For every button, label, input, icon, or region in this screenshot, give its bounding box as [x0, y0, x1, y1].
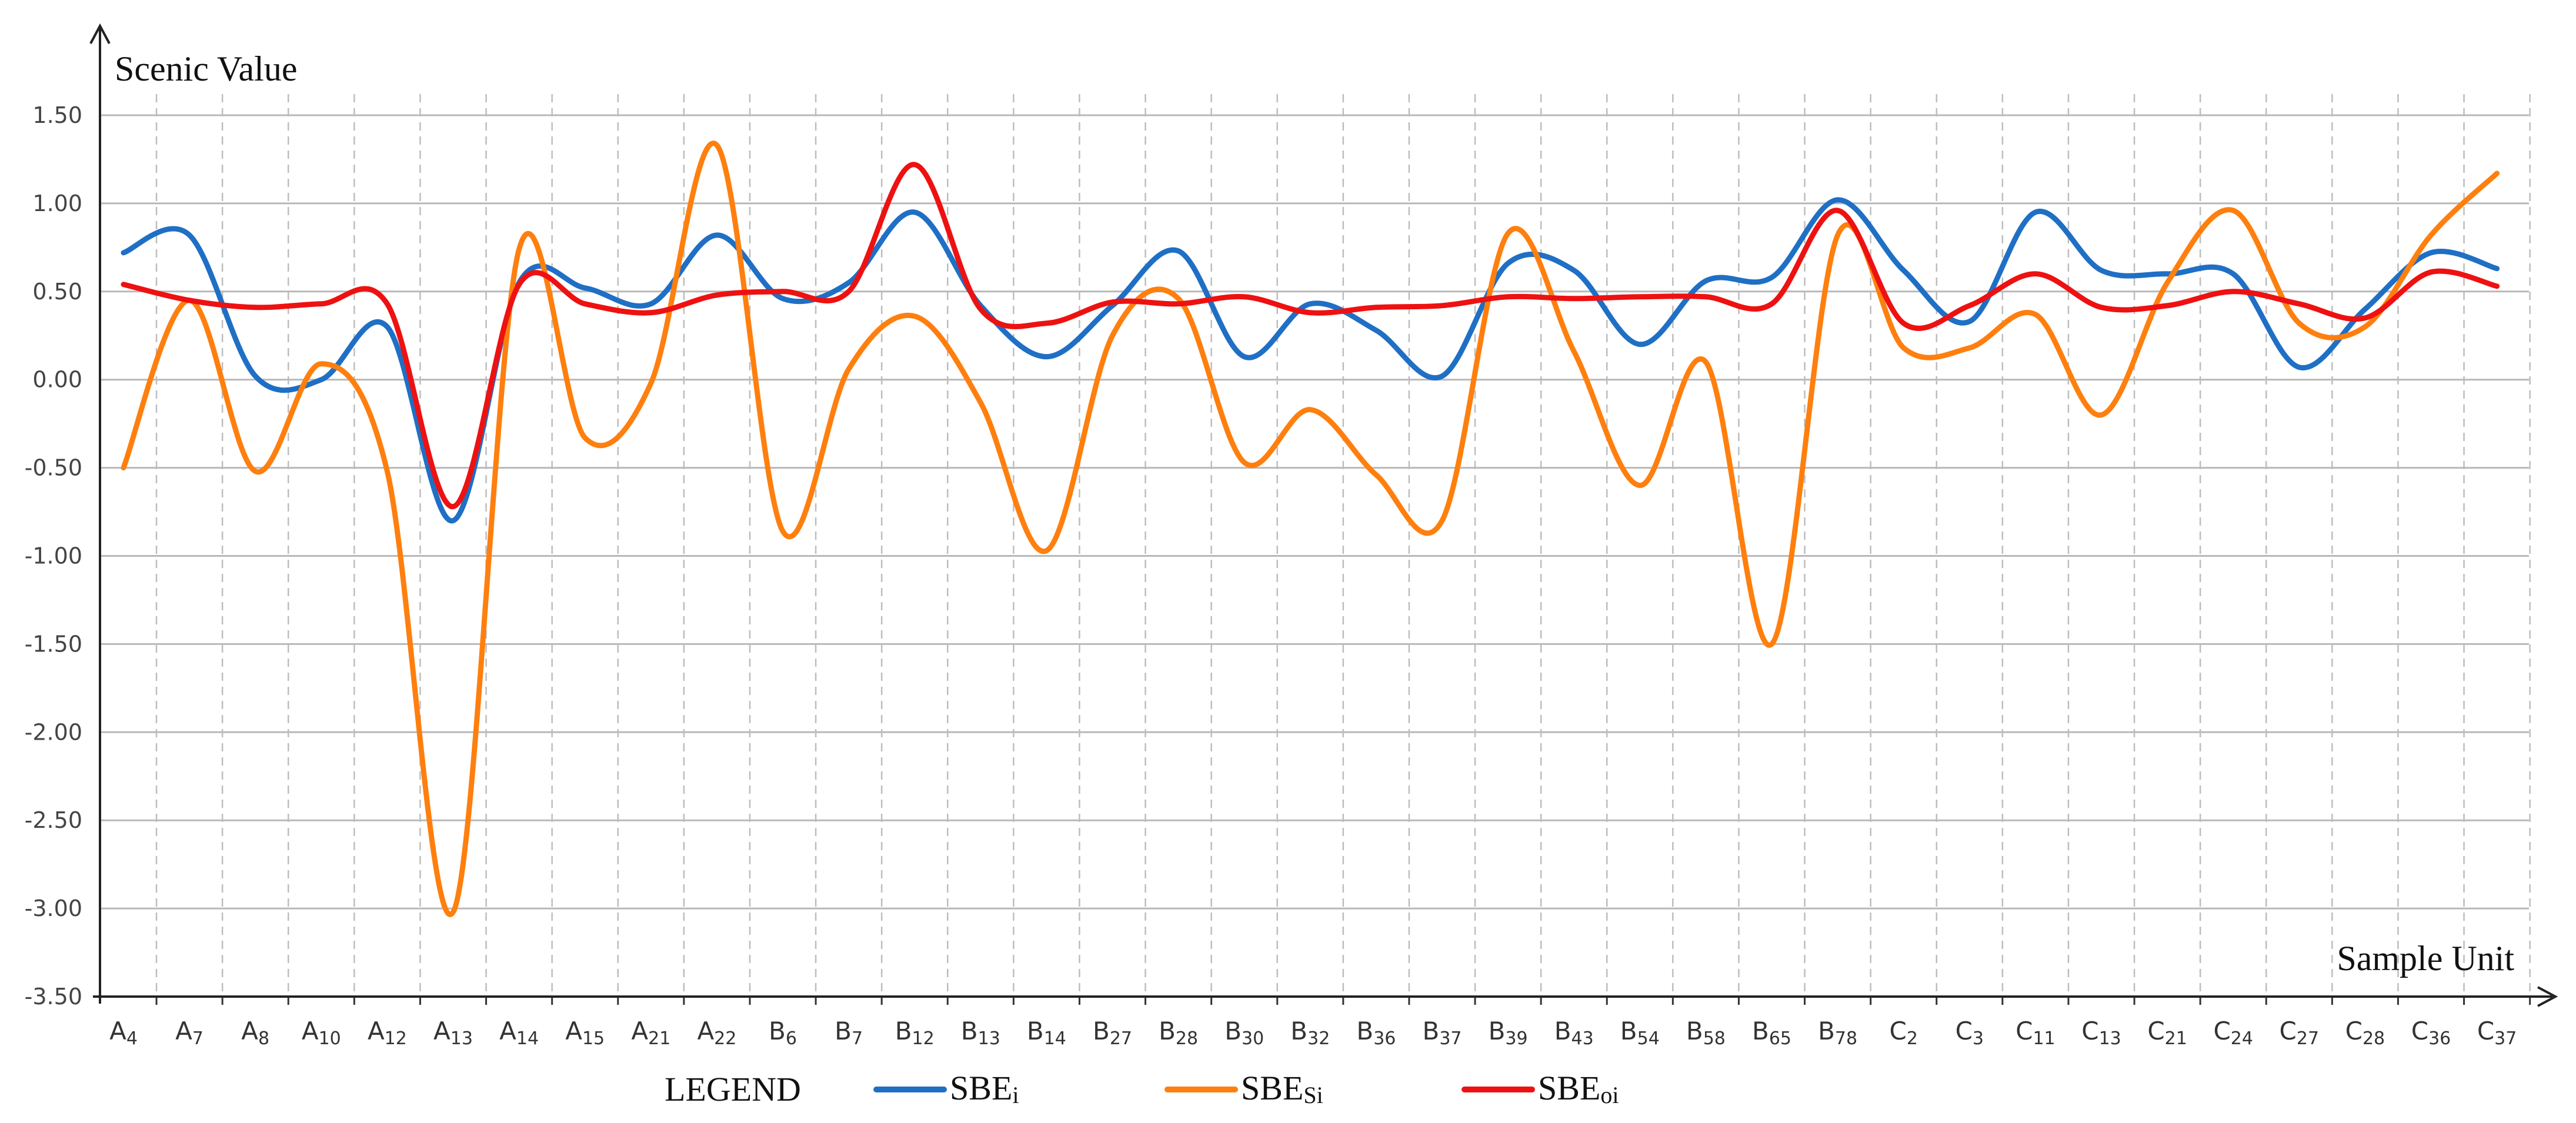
x-tick-label: C24: [2213, 1017, 2253, 1049]
legend: LEGEND SBEi SBESi SBEoi: [665, 1069, 1619, 1108]
x-tick-label: C11: [2016, 1017, 2056, 1049]
x-tick-label: C28: [2345, 1017, 2385, 1049]
x-tick-label: B39: [1489, 1017, 1528, 1049]
x-axis-label: Sample Unit: [2337, 939, 2514, 978]
x-tick-label: B65: [1752, 1017, 1791, 1049]
x-tick-label: A21: [631, 1017, 670, 1049]
x-tick-label: C27: [2280, 1017, 2320, 1049]
x-tick-label: A22: [697, 1017, 736, 1049]
y-tick-label: -1.00: [25, 543, 82, 569]
x-tick-label: C13: [2081, 1017, 2121, 1049]
y-axis-arrow: [89, 23, 111, 44]
y-tick-label: -3.00: [25, 895, 82, 921]
y-tick-label: 0.00: [32, 367, 82, 393]
grid: [100, 94, 2531, 997]
x-tick-label: B14: [1027, 1017, 1066, 1049]
x-tick-label: B30: [1224, 1017, 1264, 1049]
x-tick-label: C2: [1889, 1017, 1917, 1049]
x-tick-label: B32: [1290, 1017, 1330, 1049]
x-tick-label: B12: [895, 1017, 935, 1049]
y-tick-label: 1.00: [32, 190, 82, 216]
x-tick-label: B13: [961, 1017, 1000, 1049]
series-line-i: [121, 197, 2500, 524]
x-tick-label: A14: [499, 1017, 539, 1049]
x-tick-label: C37: [2477, 1017, 2517, 1049]
legend-entry: SBESi: [1241, 1069, 1323, 1108]
series-line-oi: [121, 162, 2500, 510]
legend-entry: SBEi: [950, 1069, 1019, 1108]
series-line-si: [121, 141, 2500, 917]
x-axis-arrow: [2537, 986, 2558, 1007]
y-tick-label: -1.50: [25, 631, 82, 657]
y-tick-label: -3.50: [25, 984, 82, 1010]
x-tick-label: B37: [1422, 1017, 1461, 1049]
y-tick-label: 0.50: [32, 279, 82, 305]
x-tick-label: A10: [302, 1017, 341, 1049]
x-tick-label: B6: [769, 1017, 797, 1049]
x-tick-label: C3: [1956, 1017, 1984, 1049]
y-tick-label: -0.50: [25, 455, 82, 481]
x-tick-label: A8: [241, 1017, 269, 1049]
legend-title: LEGEND: [665, 1070, 801, 1108]
x-tick-label: C36: [2411, 1017, 2451, 1049]
x-tick-label: B7: [835, 1017, 863, 1049]
x-tick-label: B27: [1093, 1017, 1132, 1049]
x-tick-label: A4: [109, 1017, 138, 1049]
x-tick-label: A13: [433, 1017, 473, 1049]
x-tick-label: B36: [1356, 1017, 1396, 1049]
x-tick-label: B58: [1686, 1017, 1726, 1049]
y-tick-label: -2.50: [25, 807, 82, 833]
y-tick-label: -2.00: [25, 719, 82, 745]
y-axis-label: Scenic Value: [115, 49, 297, 88]
x-tick-labels: A4 A7 A8 A10 A12 A13 A14 A15 A21 A22 B6 B7 B12 B13 B14…: [109, 1017, 2517, 1049]
axes: [89, 23, 2558, 1007]
legend-entry: SBEoi: [1538, 1069, 1619, 1108]
x-tick-label: B43: [1554, 1017, 1594, 1049]
x-tick-label: B54: [1620, 1017, 1660, 1049]
x-tick-label: A12: [368, 1017, 407, 1049]
y-tick-labels: 1.50 1.00 0.50 0.00 -0.50 -1.00 -1.50 -2.00 -2.5…: [25, 102, 82, 1010]
x-tick-label: B28: [1159, 1017, 1198, 1049]
y-tick-label: 1.50: [32, 102, 82, 128]
x-tick-label: B78: [1818, 1017, 1857, 1049]
x-tick-label: A15: [565, 1017, 605, 1049]
x-tick-label: A7: [175, 1017, 203, 1049]
series-lines: [121, 141, 2500, 917]
x-tick-label: C21: [2147, 1017, 2187, 1049]
